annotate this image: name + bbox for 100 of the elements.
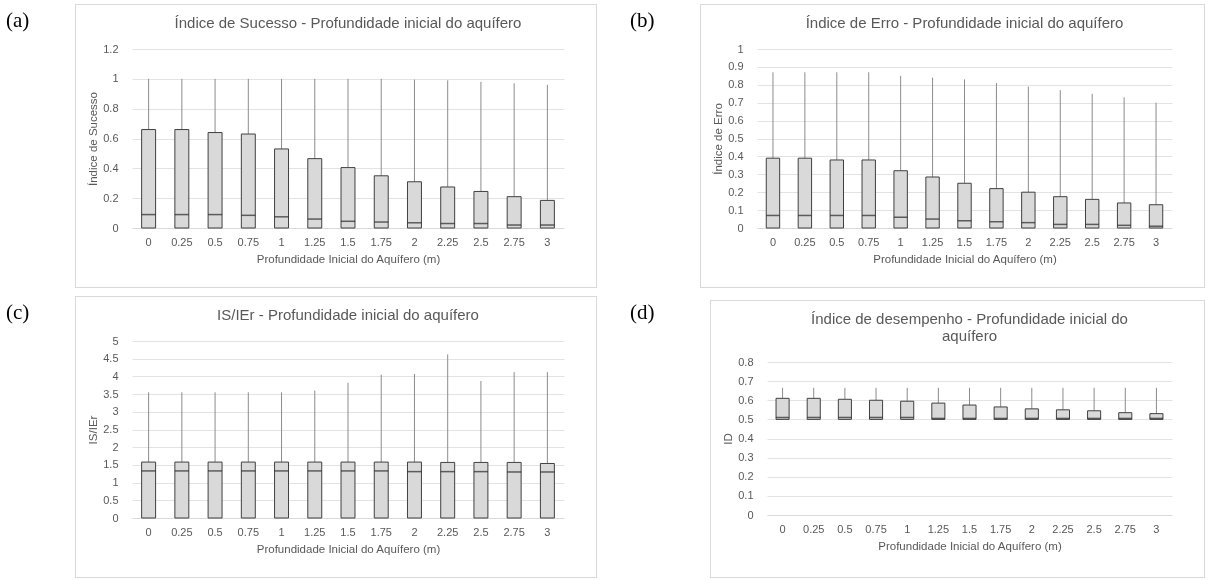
x-tick-label: 0 [145,235,152,248]
y-tick-label: 0.5 [103,493,119,506]
chart-title: Índice de Sucesso - Profundidade inicial do aquífero [174,14,522,31]
x-tick-label: 1.5 [961,522,978,535]
x-tick-label: 2.5 [473,235,489,248]
y-axis-title: Índice de Erro [712,103,725,175]
y-tick-label: 0.7 [728,96,744,109]
x-tick-label: 0.5 [207,525,223,538]
x-tick-label: 1.75 [989,522,1012,535]
text: (d) [630,300,655,325]
x-axis-title: Profundidade Inicial do Aquífero (m) [873,252,1057,265]
x-tick-label: 1 [897,235,904,248]
y-tick-label: 0.6 [728,114,744,127]
y-tick-label: 0.4 [738,432,754,444]
y-tick-label: 0.2 [103,191,119,204]
y-tick-label: 0.2 [738,470,754,483]
text: (a) [6,8,30,33]
x-tick-label: 0 [145,525,152,538]
x-tick-label: 2 [1028,522,1035,535]
y-tick-label: 0.8 [738,355,754,368]
x-tick-label: 2.75 [503,235,525,248]
y-tick-label: 0 [737,221,744,234]
x-tick-label: 2.25 [436,235,459,248]
x-tick-label: 2.5 [1084,235,1100,248]
x-tick-label: 2.75 [503,525,525,538]
y-tick-label: 0.4 [728,149,744,162]
y-axis-title: ID [722,433,735,445]
x-axis-title: Profundidade Inicial do Aquífero (m) [256,252,441,265]
y-tick-label: 3.5 [103,387,119,400]
y-tick-label: 0.1 [728,203,744,216]
x-tick-label: 1.5 [956,235,973,248]
text: (c) [6,300,30,325]
x-tick-label: 2.5 [1086,522,1102,535]
y-axis-title: IS/IEr [87,415,100,445]
x-tick-label: 3 [1152,235,1160,248]
x-tick-label: 0.25 [171,525,193,538]
x-tick-label: 2.5 [473,525,489,538]
x-tick-label: 2 [411,525,418,538]
x-tick-label: 1.5 [340,525,356,538]
y-tick-label: 0.3 [728,167,744,180]
x-tick-label: 1.75 [370,525,392,538]
x-tick-label: 3 [544,235,551,248]
x-tick-label: 1.25 [927,522,950,535]
y-tick-label: 0.4 [103,161,119,174]
y-tick-label: 0 [112,221,119,234]
y-tick-label: 0.3 [738,451,754,464]
y-tick-label: 0.8 [103,102,119,115]
x-tick-label: 1.25 [304,525,326,538]
y-tick-label: 0.6 [103,132,119,144]
y-tick-label: 0.9 [728,60,744,73]
y-tick-label: 0 [112,511,119,524]
x-axis-title: Profundidade Inicial do Aquífero (m) [256,542,441,555]
chart-title: Índice de desempenho - Profundidade inicial do aquífero [811,310,1128,344]
y-tick-label: 0.5 [738,412,754,425]
y-tick-label: 1 [112,72,119,85]
x-tick-label: 1.25 [921,235,944,248]
y-tick-label: 0 [747,508,754,521]
x-tick-label: 1.5 [340,235,356,248]
x-tick-label: 0.25 [171,235,193,248]
x-tick-label: 0.5 [837,522,853,535]
y-tick-label: 1.5 [103,458,119,471]
y-tick-label: 0.7 [738,374,754,387]
x-tick-label: 0.75 [865,522,887,535]
chart-title: IS/IEr - Profundidade inicial do aquífero [217,306,479,323]
x-tick-label: 1.25 [304,235,326,248]
x-tick-label: 3 [544,525,551,538]
x-tick-label: 2.75 [1113,235,1135,248]
y-tick-label: 0.5 [728,132,744,144]
y-tick-label: 3 [112,405,119,418]
x-tick-label: 0 [779,522,786,535]
x-tick-label: 0.25 [794,235,816,248]
x-tick-label: 3 [1153,522,1160,535]
y-tick-label: 1.2 [103,42,119,55]
chart-title: Índice de Erro - Profundidade inicial do aquífero [805,14,1124,31]
x-tick-label: 2.25 [1052,522,1074,535]
x-tick-label: 2 [1025,235,1032,248]
text: (b) [630,8,655,33]
y-tick-label: 5 [112,334,119,347]
x-tick-label: 2.25 [436,525,459,538]
x-tick-label: 1.75 [985,235,1008,248]
x-tick-label: 0.75 [237,525,260,538]
y-tick-label: 0.1 [738,489,754,502]
x-tick-label: 1 [904,522,911,535]
x-tick-label: 0.5 [207,235,223,248]
x-tick-label: 0.25 [803,522,825,535]
x-tick-label: 2 [411,235,418,248]
x-tick-label: 2.75 [1114,522,1136,535]
y-tick-label: 1 [112,476,119,489]
x-tick-label: 0.75 [858,235,880,248]
x-tick-label: 0 [769,235,777,248]
y-axis-title: Índice de Sucesso [87,92,100,186]
y-tick-label: 4 [112,369,119,382]
y-tick-label: 2.5 [103,423,119,435]
x-tick-label: 2.25 [1049,235,1071,248]
x-tick-label: 1 [278,235,285,248]
y-tick-label: 2 [112,440,119,453]
x-axis-title: Profundidade Inicial do Aquífero (m) [878,539,1062,552]
y-tick-label: 0.2 [728,185,744,198]
x-tick-label: 1.75 [370,235,392,248]
y-tick-label: 0.6 [738,393,754,406]
